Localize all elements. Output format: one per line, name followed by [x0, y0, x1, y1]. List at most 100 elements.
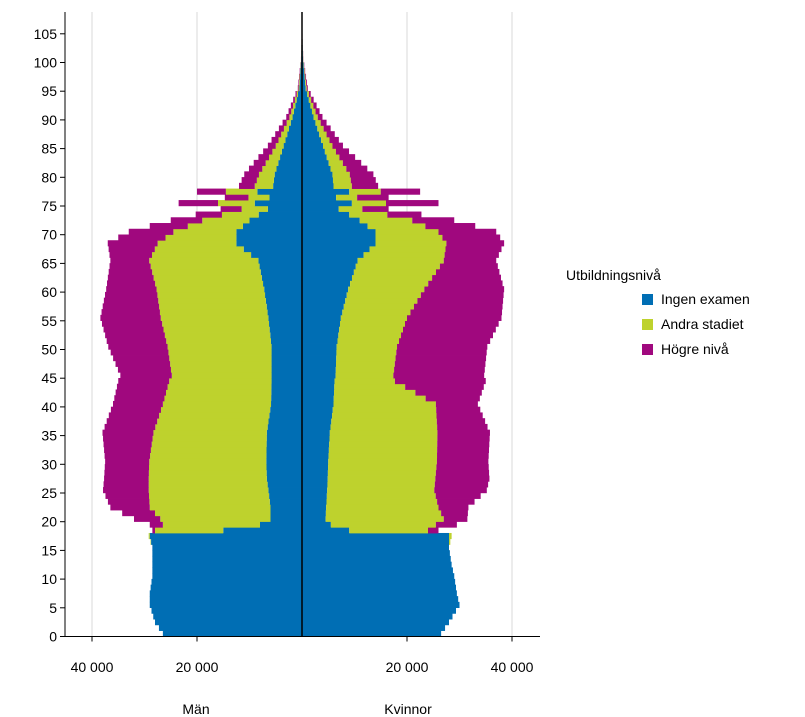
- bar-women-ingen-examen-age-82: [302, 159, 329, 167]
- bar-men-andra-stadiet-age-22: [149, 504, 271, 511]
- bar-women-ingen-examen-age-42: [302, 389, 335, 396]
- bar-women-hogre-niva-age-93: [311, 96, 314, 103]
- bar-men-hogre-niva-age-66: [109, 251, 153, 258]
- bar-women-hogre-niva-age-73: [387, 211, 422, 218]
- bar-men-ingen-examen-age-4: [151, 607, 302, 614]
- bar-men-ingen-examen-age-85: [283, 142, 302, 149]
- bar-women-ingen-examen-age-24: [302, 492, 327, 499]
- bar-men-andra-stadiet-age-57: [159, 303, 267, 310]
- bar-men-ingen-examen-age-65: [258, 257, 302, 264]
- bar-men-hogre-niva-age-28: [104, 469, 149, 476]
- bar-women-ingen-examen-age-78: [302, 182, 334, 189]
- bar-men-ingen-examen-age-27: [266, 475, 302, 482]
- bar-men-hogre-niva-age-61: [107, 280, 156, 287]
- bar-men-andra-stadiet-age-36: [155, 423, 268, 431]
- bar-women-andra-stadiet-age-71: [367, 223, 426, 230]
- bar-women-hogre-niva-age-28: [435, 469, 490, 476]
- bar-women-hogre-niva-age-76: [357, 194, 389, 201]
- bar-men-andra-stadiet-age-63: [152, 268, 261, 276]
- bar-men-andra-stadiet-age-71: [187, 223, 243, 230]
- bar-women-andra-stadiet-age-59: [346, 291, 421, 299]
- bar-women-hogre-niva-age-63: [435, 268, 500, 276]
- bar-men-ingen-examen-age-63: [260, 268, 302, 276]
- bar-women-ingen-examen-age-90: [302, 113, 314, 121]
- bars: [100, 22, 505, 637]
- bar-women-ingen-examen-age-12: [302, 561, 452, 568]
- bar-men-ingen-examen-age-21: [270, 510, 302, 517]
- bar-men-ingen-examen-age-0: [162, 630, 302, 637]
- bar-men-hogre-niva-age-97: [299, 73, 300, 80]
- bar-women-ingen-examen-age-20: [302, 515, 326, 522]
- legend-item-hogre-niva: Högre nivå: [642, 341, 750, 357]
- bar-men-hogre-niva-age-34: [103, 435, 153, 442]
- y-tick-label-100: 100: [34, 55, 58, 71]
- bar-men-hogre-niva-age-58: [103, 297, 159, 304]
- bar-women-hogre-niva-age-81: [346, 165, 368, 172]
- bar-women-hogre-niva-age-45: [393, 372, 485, 379]
- bar-women-ingen-examen-age-13: [302, 555, 451, 563]
- bar-men-hogre-niva-age-64: [109, 263, 151, 270]
- bar-women-hogre-niva-age-46: [394, 366, 485, 373]
- bar-men-andra-stadiet-age-39: [160, 406, 271, 413]
- bar-men-hogre-niva-age-31: [104, 452, 151, 459]
- bar-women-andra-stadiet-age-65: [357, 257, 444, 264]
- bar-men-ingen-examen-age-28: [266, 469, 302, 476]
- bar-women-ingen-examen-age-52: [302, 332, 339, 339]
- bar-women-hogre-niva-age-20: [443, 515, 468, 522]
- bar-men-hogre-niva-age-59: [105, 291, 158, 299]
- bar-women-andra-stadiet-age-77: [349, 188, 381, 195]
- bar-men-hogre-niva-age-79: [241, 177, 257, 184]
- x-tick-label-1: 20 000: [176, 659, 219, 675]
- bar-men-ingen-examen-age-86: [285, 136, 302, 144]
- bar-men-andra-stadiet-age-37: [157, 418, 269, 425]
- bar-women-andra-stadiet-age-31: [328, 452, 438, 459]
- bar-women-hogre-niva-age-79: [350, 177, 376, 184]
- bar-men-ingen-examen-age-3: [153, 613, 302, 620]
- bar-women-andra-stadiet-age-35: [329, 429, 438, 436]
- legend-item-ingen-examen: Ingen examen: [642, 291, 750, 307]
- bar-men-ingen-examen-age-97: [300, 73, 302, 80]
- bar-men-hogre-niva-age-62: [107, 274, 154, 281]
- bar-women-ingen-examen-age-9: [302, 578, 456, 586]
- bar-women-andra-stadiet-age-52: [338, 332, 402, 339]
- bar-men-ingen-examen-age-62: [261, 274, 302, 281]
- bar-men-andra-stadiet-age-68: [157, 240, 237, 247]
- bar-men-andra-stadiet-age-26: [148, 481, 268, 488]
- bar-women-ingen-examen-age-99: [302, 62, 304, 69]
- bar-women-ingen-examen-age-94: [302, 91, 308, 98]
- bar-men-andra-stadiet-age-35: [153, 429, 267, 436]
- bar-men-andra-stadiet-age-64: [150, 263, 260, 270]
- bar-men-hogre-niva-age-46: [117, 366, 171, 373]
- bar-women-hogre-niva-age-53: [403, 326, 496, 333]
- y-tick-label-65: 65: [41, 255, 57, 271]
- y-tick-labels: 0 5 10 15 20 25 30 35 40 45 50 55 60 65 70 75 80 85 90 95 10…: [34, 26, 58, 645]
- bar-women-hogre-niva-age-67: [445, 245, 502, 253]
- bar-women-hogre-niva-age-92: [313, 102, 317, 109]
- bar-women-ingen-examen-age-28: [302, 469, 328, 476]
- bar-men-ingen-examen-age-24: [269, 492, 302, 499]
- bar-women-andra-stadiet-age-64: [355, 263, 440, 270]
- bar-women-ingen-examen-age-66: [302, 251, 364, 258]
- bar-women-hogre-niva-age-21: [441, 510, 468, 517]
- y-tick-label-10: 10: [41, 571, 57, 587]
- bar-women-ingen-examen-age-83: [302, 154, 327, 161]
- bar-men-ingen-examen-age-98: [300, 68, 302, 75]
- bar-men-andra-stadiet-age-54: [162, 320, 270, 327]
- bar-men-andra-stadiet-age-43: [167, 383, 272, 390]
- bar-women-andra-stadiet-age-16: [449, 538, 451, 545]
- bar-women-hogre-niva-age-85: [332, 142, 343, 149]
- bar-women-andra-stadiet-age-33: [329, 441, 438, 448]
- bar-women-hogre-niva-age-74: [362, 205, 389, 212]
- bar-women-andra-stadiet-age-62: [351, 274, 433, 281]
- bar-men-ingen-examen-age-8: [150, 584, 302, 591]
- bar-women-hogre-niva-age-43: [405, 383, 484, 390]
- bar-women-andra-stadiet-age-73: [349, 211, 388, 218]
- bar-men-ingen-examen-age-70: [236, 228, 302, 235]
- bar-men-hogre-niva-age-94: [295, 91, 297, 98]
- bar-women-andra-stadiet-age-55: [340, 314, 407, 321]
- bar-men-hogre-niva-age-47: [115, 360, 171, 367]
- bar-women-ingen-examen-age-30: [302, 458, 329, 465]
- bar-men-andra-stadiet-age-45: [171, 372, 272, 379]
- bar-men-ingen-examen-age-31: [266, 452, 302, 459]
- bar-women-ingen-examen-age-51: [302, 337, 338, 344]
